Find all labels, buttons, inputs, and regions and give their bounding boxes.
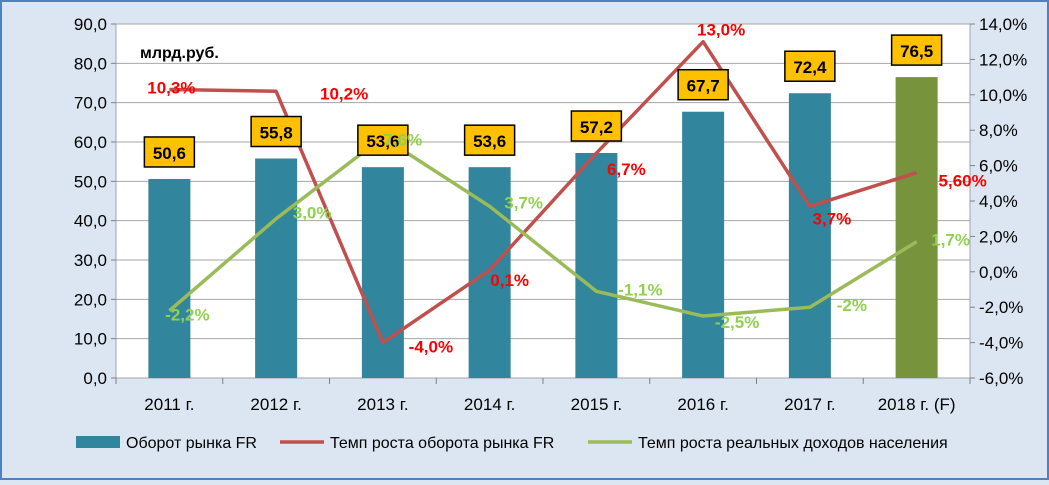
line-label: 5,60% [939, 172, 987, 191]
bar [895, 77, 938, 378]
legend-swatch [76, 436, 120, 448]
x-tick-label: 2014 г. [464, 395, 515, 414]
bar-label: 53,6 [463, 124, 516, 156]
left-axis: 0,0 10,0 20,0 30,0 40,0 50,0 60,0 70,0 80,0 90,0 [74, 15, 116, 388]
bar [148, 178, 191, 378]
line-label: 3,0% [293, 204, 332, 223]
left-tick-label: 70,0 [74, 94, 107, 113]
left-tick-label: 20,0 [74, 290, 107, 309]
right-axis: -6,0% -4,0% -2,0% 0,0% 2,0% 4,0% 6,0% 8,0% 10,0%… [970, 15, 1027, 388]
left-tick-label: 50,0 [74, 172, 107, 191]
left-tick-label: 40,0 [74, 212, 107, 231]
legend-label: Оборот рынка FR [126, 435, 257, 452]
left-tick-label: 30,0 [74, 251, 107, 270]
line-label: -2,2% [165, 306, 209, 325]
left-tick-label: 60,0 [74, 133, 107, 152]
plot-area [115, 23, 971, 379]
bar-series [148, 77, 938, 379]
line-label: 3,7% [813, 209, 852, 228]
right-tick-label: 0,0% [979, 263, 1018, 282]
bar-label-text: 57,2 [580, 118, 613, 137]
right-tick-label: -2,0% [979, 298, 1023, 317]
unit-label: млрд.руб. [140, 45, 219, 62]
line-label: 10,3% [147, 78, 195, 97]
legend-item: Темп роста реальных доходов населения [588, 435, 948, 452]
bar-label-box [570, 110, 623, 142]
bar-label: 57,2 [570, 110, 623, 142]
line-label: 7,6% [384, 130, 423, 149]
right-tick-label: 8,0% [979, 121, 1018, 140]
x-tick-label: 2016 г. [677, 395, 728, 414]
right-tick-label: 2,0% [979, 227, 1018, 246]
x-tick-label: 2015 г. [571, 395, 622, 414]
bar-label: 50,6 [143, 136, 196, 168]
bar [788, 93, 831, 378]
bar-label-box [890, 34, 943, 66]
line-label: 6,7% [607, 160, 646, 179]
bar [468, 167, 511, 378]
bar [575, 153, 618, 378]
bar-label: 76,5 [890, 34, 943, 66]
right-tick-label: 6,0% [979, 157, 1018, 176]
bar-label-box [463, 124, 516, 156]
bar-label-text: 72,4 [793, 58, 827, 77]
line-data-labels: 10,3% 10,2% -4,0% 0,1% 6,7% 13,0% 3,7% 5,60% -2,… [147, 21, 986, 357]
bar-data-labels: 50,6 55,8 53,6 53,6 57,2 67,7 72,4 76,5 [143, 34, 943, 168]
x-tick-label: 2011 г. [144, 395, 194, 414]
bar-label-box [357, 124, 409, 156]
bar-label: 72,4 [784, 50, 836, 82]
legend-item: Оборот рынка FR [76, 435, 257, 452]
bar-label-text: 53,6 [473, 132, 506, 151]
bar-label: 55,8 [250, 115, 302, 148]
series-line [168, 135, 918, 318]
bar [255, 158, 298, 378]
right-tick-label: 10,0% [979, 86, 1027, 105]
right-tick-label: -4,0% [979, 334, 1023, 353]
left-tick-label: 80,0 [74, 54, 107, 73]
bar [361, 167, 404, 378]
right-tick-label: 14,0% [979, 15, 1027, 34]
bar-label-box [250, 115, 302, 148]
x-tick-label: 2018 г. (F) [878, 395, 956, 414]
x-tick-label: 2012 г. [250, 395, 301, 414]
bar-label-text: 76,5 [900, 42, 933, 61]
bar [682, 111, 725, 379]
left-tick-label: 10,0 [74, 330, 107, 349]
bar-label-box [784, 50, 836, 82]
line-label: -4,0% [409, 338, 453, 357]
bar-label: 53,6 [357, 124, 409, 156]
line-label: 13,0% [697, 21, 745, 40]
line-label: 3,7% [504, 193, 543, 212]
left-tick-label: 0,0 [83, 369, 107, 388]
line-label: 10,2% [320, 84, 368, 103]
x-axis: 2011 г. 2012 г. 2013 г. 2014 г. 2015 г. 2016 … [115, 378, 971, 414]
left-tick-label: 90,0 [74, 15, 107, 34]
bar-label-text: 67,7 [687, 77, 720, 96]
bar-label-text: 53,6 [366, 132, 399, 151]
x-tick-label: 2017 г. [784, 395, 835, 414]
line-label: -2,5% [715, 313, 759, 332]
line-label: -2% [837, 296, 867, 315]
bar-label-text: 50,6 [153, 144, 186, 163]
legend: Оборот рынка FR Темп роста оборота рынка … [76, 435, 948, 452]
right-tick-label: -6,0% [979, 369, 1023, 388]
bar-label-box [677, 68, 729, 101]
line-label: -1,1% [618, 280, 662, 299]
bar-label-text: 55,8 [260, 124, 293, 143]
right-tick-label: 12,0% [979, 50, 1027, 69]
bar-label-box [143, 136, 196, 168]
bar-label: 67,7 [677, 68, 729, 101]
line-label: 1,7% [931, 231, 970, 250]
line-label: 0,1% [490, 271, 529, 290]
legend-item: Темп роста оборота рынка FR [280, 435, 554, 452]
legend-label: Темп роста реальных доходов населения [638, 435, 948, 452]
x-tick-label: 2013 г. [357, 395, 408, 414]
right-tick-label: 4,0% [979, 192, 1018, 211]
legend-label: Темп роста оборота рынка FR [330, 435, 554, 452]
